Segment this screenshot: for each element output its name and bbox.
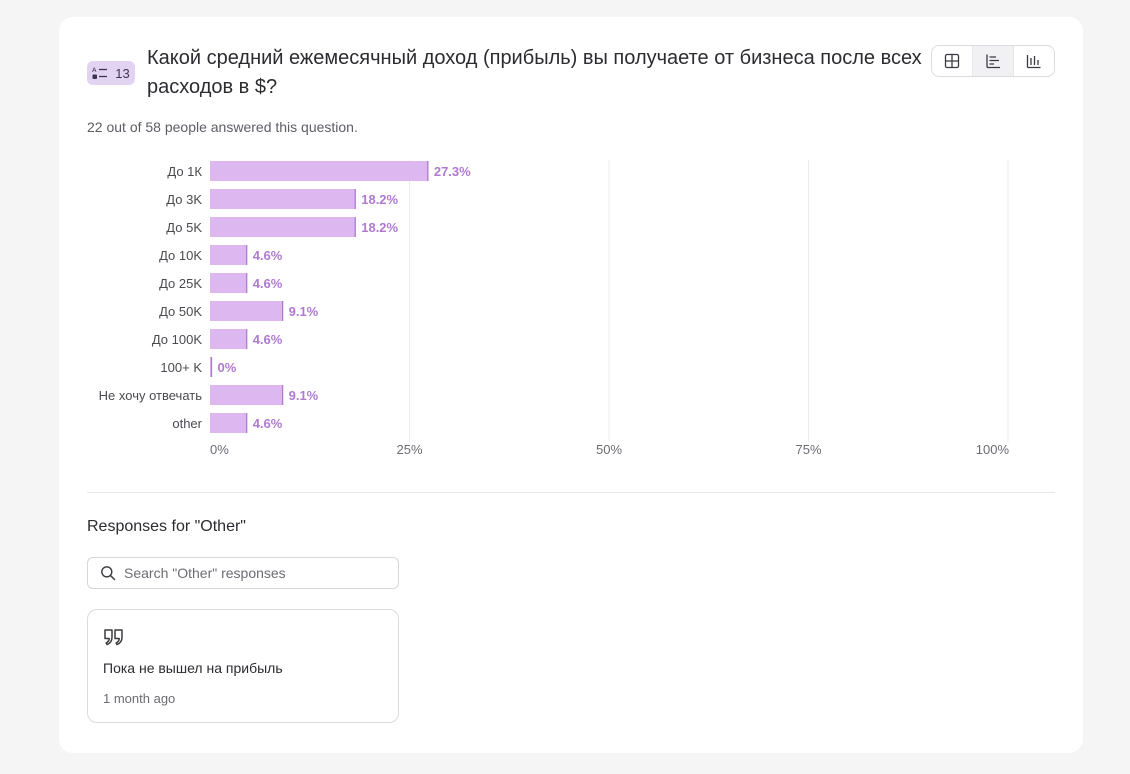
- other-responses-title: Responses for "Other": [87, 518, 246, 535]
- response-text: Пока не вышел на прибыль: [103, 660, 283, 676]
- horizontal-bar-chart-icon: [986, 54, 1000, 69]
- quote-icon: [104, 629, 123, 646]
- bar: [210, 189, 356, 209]
- value-label: 0%: [218, 360, 237, 375]
- category-label: До 3K: [166, 192, 202, 207]
- x-tick-label: 75%: [795, 442, 821, 457]
- value-label: 4.6%: [253, 416, 283, 431]
- bar: [210, 217, 356, 237]
- question-number-badge: A 13: [87, 61, 135, 85]
- question-title: Какой средний ежемесячный доход (прибыль…: [147, 47, 922, 98]
- table-view-button[interactable]: [932, 46, 973, 76]
- section-divider: [87, 492, 1055, 493]
- x-tick-label: 50%: [596, 442, 622, 457]
- vertical-bar-chart-icon: [1026, 55, 1041, 69]
- bar: [210, 273, 247, 293]
- category-label: До 5K: [166, 220, 202, 235]
- horizontal-bar-chart: 0% 25% 50% 75% 100% До 1К 27.3% До 3K 18.2% До 5K…: [99, 160, 1010, 457]
- choice-list-icon: A: [92, 66, 108, 79]
- x-tick-label: 0%: [210, 442, 229, 457]
- category-label: Не хочу отвечать: [99, 388, 203, 403]
- value-label: 4.6%: [253, 332, 283, 347]
- category-label: 100+ K: [160, 360, 202, 375]
- value-label: 4.6%: [253, 248, 283, 263]
- bar: [210, 357, 212, 377]
- question-card: A 13 Какой средний ежемесячный доход (пр…: [59, 17, 1083, 753]
- category-label: other: [172, 416, 202, 431]
- value-label: 4.6%: [253, 276, 283, 291]
- value-label: 9.1%: [289, 304, 319, 319]
- category-label: До 25K: [159, 276, 202, 291]
- category-label: До 1К: [167, 164, 202, 179]
- search-input[interactable]: [124, 565, 398, 581]
- value-label: 9.1%: [289, 388, 319, 403]
- x-tick-label: 25%: [396, 442, 422, 457]
- value-label: 27.3%: [434, 164, 471, 179]
- horizontal-chart-view-button[interactable]: [973, 46, 1014, 76]
- bar: [210, 245, 247, 265]
- value-label: 18.2%: [361, 220, 398, 235]
- category-label: До 10K: [159, 248, 202, 263]
- category-label: До 50K: [159, 304, 202, 319]
- bar: [210, 329, 247, 349]
- svg-text:A: A: [92, 66, 97, 74]
- x-tick-label: 100%: [976, 442, 1010, 457]
- answered-count-text: 22 out of 58 people answered this questi…: [87, 119, 358, 135]
- bar: [210, 301, 283, 321]
- category-label: До 100K: [152, 332, 202, 347]
- grid-icon: [944, 53, 960, 69]
- question-number: 13: [115, 65, 130, 81]
- vertical-chart-view-button[interactable]: [1014, 46, 1054, 76]
- response-timestamp: 1 month ago: [103, 691, 176, 706]
- response-card: Пока не вышел на прибыль 1 month ago: [87, 609, 399, 723]
- bar: [210, 385, 283, 405]
- search-icon: [101, 566, 116, 581]
- other-responses-search[interactable]: [87, 557, 399, 589]
- view-toggle: [931, 45, 1055, 77]
- bar: [210, 161, 428, 181]
- bar: [210, 413, 247, 433]
- value-label: 18.2%: [361, 192, 398, 207]
